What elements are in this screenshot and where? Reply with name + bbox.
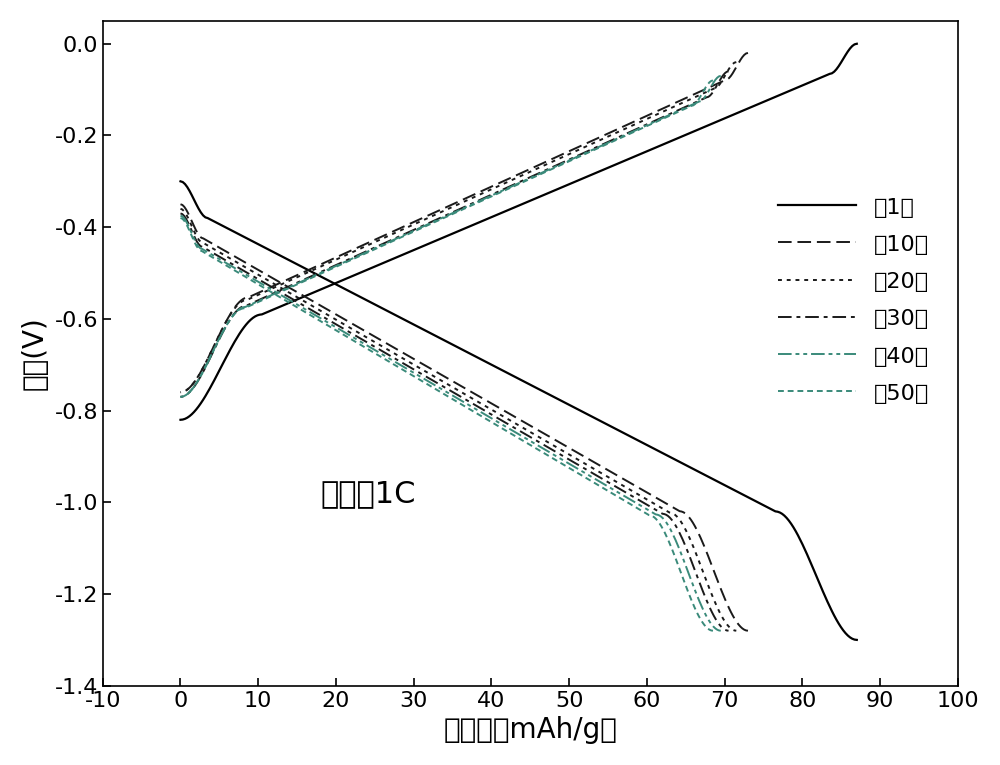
Line: 第10圈: 第10圈 [180,204,748,630]
第1圈 [588,413,600,422]
Line: 第50圈: 第50圈 [180,218,713,630]
第40圈 [176,212,188,221]
第40圈 [664,524,676,533]
第10圈 [742,626,754,635]
第50圈 [623,499,635,508]
第40圈 [715,626,727,635]
Line: 第20圈: 第20圈 [180,209,736,630]
第50圈 [174,213,186,223]
第20圈 [176,205,188,214]
第50圈 [500,426,512,435]
第20圈 [515,422,527,431]
第50圈 [490,420,502,429]
第10圈 [512,414,524,423]
第20圈 [174,204,186,213]
第10圈 [510,413,522,422]
第1圈 [177,177,189,187]
第30圈 [176,210,188,219]
第40圈 [630,498,642,507]
第10圈 [522,420,534,429]
第30圈 [501,418,513,428]
Text: 倍率：1C: 倍率：1C [320,480,416,508]
第50圈 [491,421,503,430]
第50圈 [657,525,669,534]
第30圈 [636,497,648,506]
第50圈 [707,626,719,635]
第10圈 [653,495,665,504]
Line: 第30圈: 第30圈 [180,213,729,630]
第1圈 [787,522,799,532]
第10圈 [176,200,188,210]
第10圈 [689,522,701,531]
第20圈 [643,496,655,505]
Y-axis label: 电压(V): 电压(V) [21,317,49,390]
第1圈 [851,635,863,644]
第50圈 [176,214,188,223]
第40圈 [494,419,506,428]
第30圈 [174,209,186,218]
第40圈 [505,425,517,435]
Legend: 第1圈, 第10圈, 第20圈, 第30圈, 第40圈, 第50圈: 第1圈, 第10圈, 第20圈, 第30圈, 第40圈, 第50圈 [770,187,938,412]
第1圈 [744,494,756,503]
X-axis label: 比容量（mAh/g）: 比容量（mAh/g） [443,716,617,744]
第1圈 [575,406,587,415]
第30圈 [671,524,683,533]
Line: 第40圈: 第40圈 [180,216,721,630]
Line: 第1圈: 第1圈 [180,181,857,640]
第30圈 [499,418,511,427]
第10圈 [174,200,186,209]
第20圈 [730,626,742,635]
第40圈 [174,211,186,220]
第1圈 [174,177,186,186]
第20圈 [504,415,516,425]
第30圈 [723,626,735,635]
第20圈 [678,522,690,532]
第30圈 [510,424,522,433]
第20圈 [505,416,517,425]
第1圈 [577,408,589,417]
第40圈 [496,420,508,429]
